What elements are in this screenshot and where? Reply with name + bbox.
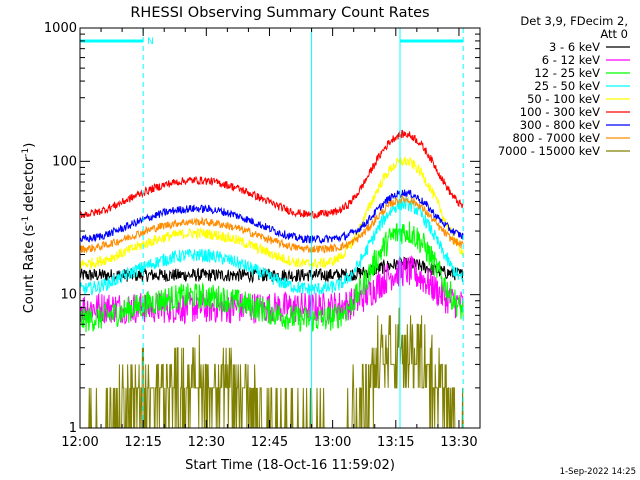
- legend-entry-label: 3 - 6 keV: [549, 40, 600, 54]
- series-line-300-800kev: [79, 189, 464, 245]
- legend-header-line-1: Det 3,9, FDecim 2,: [520, 14, 628, 28]
- legend-entry-label: 100 - 300 keV: [520, 105, 600, 119]
- legend-header-line-2: Att 0: [600, 27, 628, 41]
- series-line-50-100kev: [79, 156, 464, 270]
- data-layer: [79, 129, 464, 429]
- series-line-7000-15000kev: [80, 307, 464, 429]
- legend-entry-label: 6 - 12 keV: [542, 53, 600, 67]
- x-tick-label: 13:30: [440, 435, 477, 450]
- x-tick-label: 12:30: [188, 435, 225, 450]
- x-axis-label: Start Time (18-Oct-16 11:59:02): [185, 458, 395, 473]
- x-tick-label: 13:00: [314, 435, 351, 450]
- series-line-100-300kev: [79, 129, 464, 219]
- legend-entry-label: 300 - 800 keV: [520, 118, 600, 132]
- series-line-12-25kev: [79, 221, 464, 333]
- x-tick-label: 12:45: [251, 435, 288, 450]
- series-line-25-50kev: [79, 196, 464, 296]
- plot-frame: [79, 27, 481, 429]
- y-tick-label: 1: [69, 421, 77, 436]
- footer-date-stamp: 1-Sep-2022 14:25: [560, 467, 636, 477]
- x-tick-label: 13:15: [377, 435, 414, 450]
- legend-entry-label: 25 - 50 keV: [534, 79, 600, 93]
- y-axis-label: Count Rate (s-1 detector-1): [21, 143, 37, 314]
- legend-entry-label: 7000 - 15000 keV: [498, 144, 600, 158]
- bar-marker-label: N: [147, 37, 154, 47]
- legend-entry-label: 12 - 25 keV: [534, 66, 600, 80]
- y-tick-label: 100: [52, 154, 77, 169]
- axis-layer: 12:00 12:15 12:30 12:45 13:00 13:15 13:30 1 10 10…: [44, 21, 481, 450]
- chart-title: RHESSI Observing Summary Count Rates: [130, 5, 429, 21]
- x-tick-label: 12:15: [124, 435, 161, 450]
- y-tick-label: 1000: [44, 21, 77, 36]
- y-tick-label: 10: [60, 288, 77, 303]
- legend-entry-label: 50 - 100 keV: [527, 92, 600, 106]
- x-tick-label: 12:00: [61, 435, 98, 450]
- legend-entry-label: 800 - 7000 keV: [512, 131, 600, 145]
- series-line-800-7000kev: [79, 194, 464, 254]
